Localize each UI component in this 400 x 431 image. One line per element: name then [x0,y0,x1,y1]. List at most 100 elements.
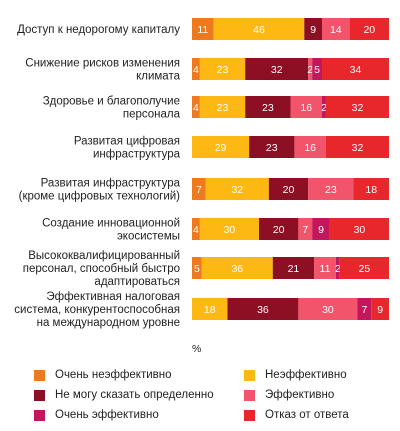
bar-segment [298,298,358,320]
bar-segment [371,298,389,320]
bar-segment [312,58,323,80]
bar-segment [322,58,389,80]
bar-value-label: 2 [335,263,341,275]
legend-swatch [244,409,255,421]
bar-segment [227,298,299,320]
legend-label: Не могу сказать определенно [55,389,214,401]
category-label: Развитая инфраструктура (кроме цифровых т… [19,178,181,203]
legend-item: Очень неэффективно [34,367,172,383]
legend-swatch [34,409,45,421]
bar-value-label: 20 [283,184,295,196]
legend-swatch [244,369,255,381]
category-label-line: Доступ к недорогому капиталу [17,24,180,36]
bar-segment [357,298,372,320]
bar-value-label: 16 [304,142,316,154]
bar-segment [192,218,200,240]
bar-segment [322,18,350,40]
unit-label: % [192,343,201,355]
bar-segment [205,178,269,200]
bar-value-label: 25 [359,263,371,275]
bar-segment [268,178,309,200]
legend-item: Очень эффективно [34,407,159,423]
bar-value-label: 7 [361,304,367,316]
legend-label: Очень неэффективно [55,369,172,381]
bar-segment [272,257,315,279]
bar-segment [294,136,326,158]
legend-label: Отказ от ответа [265,409,349,421]
category-label-line: Развитая инфраструктура [41,178,181,190]
category-label: Здоровье и благополучие персонала [43,96,181,121]
bar-value-label: 9 [318,224,324,236]
category-label-line: экосистемы [117,231,180,243]
bar-segment [192,178,206,200]
stacked-bar-chart: Доступ к недорогому капиталу Снижение рис… [14,18,389,355]
bar-segment [349,18,389,40]
bar-segment [213,18,305,40]
bar-segment [308,178,354,200]
bar-segment [249,136,295,158]
legend-label: Очень эффективно [55,409,159,421]
bar-value-label: 20 [363,24,375,36]
legend-item: Неэффективно [244,367,347,383]
bar-value-label: 30 [224,224,236,236]
bar-segment [325,96,389,118]
bar-segment [322,96,326,118]
bar-value-label: 21 [288,263,300,275]
category-label: Доступ к недорогому капиталу [17,24,180,36]
bar-value-label: 9 [377,304,383,316]
bar-segment [201,257,273,279]
bar-segment [245,58,309,80]
bar-segment [199,218,259,240]
bar-value-label: 36 [257,304,269,316]
category-label-line: (кроме цифровых технологий) [19,191,181,203]
bar-value-label: 36 [231,263,243,275]
bar-value-label: 5 [314,64,320,76]
bar-segment [314,257,336,279]
bar-value-label: 7 [302,224,308,236]
bar-value-label: 23 [217,64,229,76]
bar-value-label: 16 [300,102,312,114]
bar-segment [245,96,291,118]
bar-value-label: 23 [262,102,274,114]
category-label-line: климата [136,71,180,83]
bar-value-label: 11 [320,263,331,275]
category-labels: Доступ к недорогому капиталу Снижение рис… [14,24,180,329]
bar-value-label: 29 [215,142,227,154]
bar-value-label: 2 [321,102,327,114]
category-label-line: Эффективная налоговая [46,291,180,303]
bar-value-label: 23 [325,184,337,196]
bar-segment [199,58,246,80]
category-label-line: Высококвалифицированный [28,250,180,262]
bar-value-label: 34 [350,64,362,76]
category-label: Развитая цифровая инфраструктура [74,136,181,161]
bar-segment [199,96,246,118]
bar-value-label: 9 [310,24,316,36]
bar-value-label: 46 [253,24,265,36]
category-label: Снижение рисков изменения климата [25,58,180,83]
bar-value-label: 18 [365,184,377,196]
bar-segment [325,136,389,158]
legend-item: Отказ от ответа [244,407,349,423]
category-label-line: персонал, способный быстро [23,263,180,275]
category-label: Высококвалифицированный персонал, способн… [23,250,180,288]
category-label: Эффективная налоговая система, конкуренто… [14,291,180,329]
bar-segment [192,136,250,158]
legend-swatch [244,389,255,401]
bar-segment [339,257,389,279]
legend-label: Эффективно [265,389,335,401]
bar-segment [335,257,340,279]
bar-value-label: 4 [193,102,199,114]
bar-value-label: 30 [354,224,366,236]
bar-segment [192,18,214,40]
bar-value-label: 23 [266,142,278,154]
legend-swatch [34,369,45,381]
bar-segment [308,58,313,80]
legend: Очень неэффективно Неэффективно Не могу ск… [0,360,400,431]
bar-value-label: 32 [271,64,283,76]
bar-value-label: 11 [197,24,208,36]
bar-segment [192,298,228,320]
bar-value-label: 7 [196,184,202,196]
bar-segment [353,178,389,200]
bar-segment [290,96,323,118]
bar-value-label: 4 [193,224,199,236]
